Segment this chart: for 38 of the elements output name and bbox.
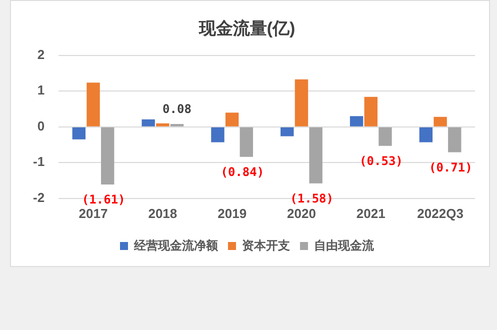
bar xyxy=(240,127,254,157)
bar xyxy=(142,119,155,126)
y-tick-label: 1 xyxy=(37,82,45,98)
bar xyxy=(225,112,239,126)
data-label: (1.61) xyxy=(82,192,126,207)
data-label: (1.58) xyxy=(290,192,334,206)
y-tick-label: 2 xyxy=(37,46,45,62)
bar xyxy=(101,127,114,184)
bar xyxy=(378,127,392,146)
y-tick-label: -1 xyxy=(32,154,45,170)
bar xyxy=(350,116,364,126)
bar xyxy=(448,127,462,152)
y-tick-label: -2 xyxy=(32,190,45,205)
bar xyxy=(309,127,322,184)
data-label: (0.84) xyxy=(220,165,264,180)
legend-label: 经营现金流净额 xyxy=(133,238,219,252)
x-tick-label: 2017 xyxy=(78,206,108,221)
x-tick-label: 2021 xyxy=(356,206,386,221)
x-tick-label: 2019 xyxy=(218,206,247,221)
y-tick-label: 0 xyxy=(37,118,45,134)
bar xyxy=(434,116,447,126)
x-tick-label: 2022Q3 xyxy=(417,206,464,221)
bar xyxy=(364,96,378,126)
bar xyxy=(86,82,100,126)
bar xyxy=(294,79,308,126)
bar xyxy=(72,127,86,140)
bar xyxy=(419,127,433,142)
bar xyxy=(280,127,294,136)
x-tick-label: 2018 xyxy=(148,206,178,221)
data-label: (0.71) xyxy=(428,160,472,174)
data-label: 0.08 xyxy=(162,102,192,116)
bar xyxy=(211,127,224,142)
x-tick-label: 2020 xyxy=(287,206,316,221)
legend-label: 自由现金流 xyxy=(314,238,375,252)
bar xyxy=(156,123,170,126)
data-label: (0.53) xyxy=(360,154,403,168)
legend-label: 资本开支 xyxy=(242,238,290,252)
chart-title: 现金流量(亿) xyxy=(198,18,296,38)
